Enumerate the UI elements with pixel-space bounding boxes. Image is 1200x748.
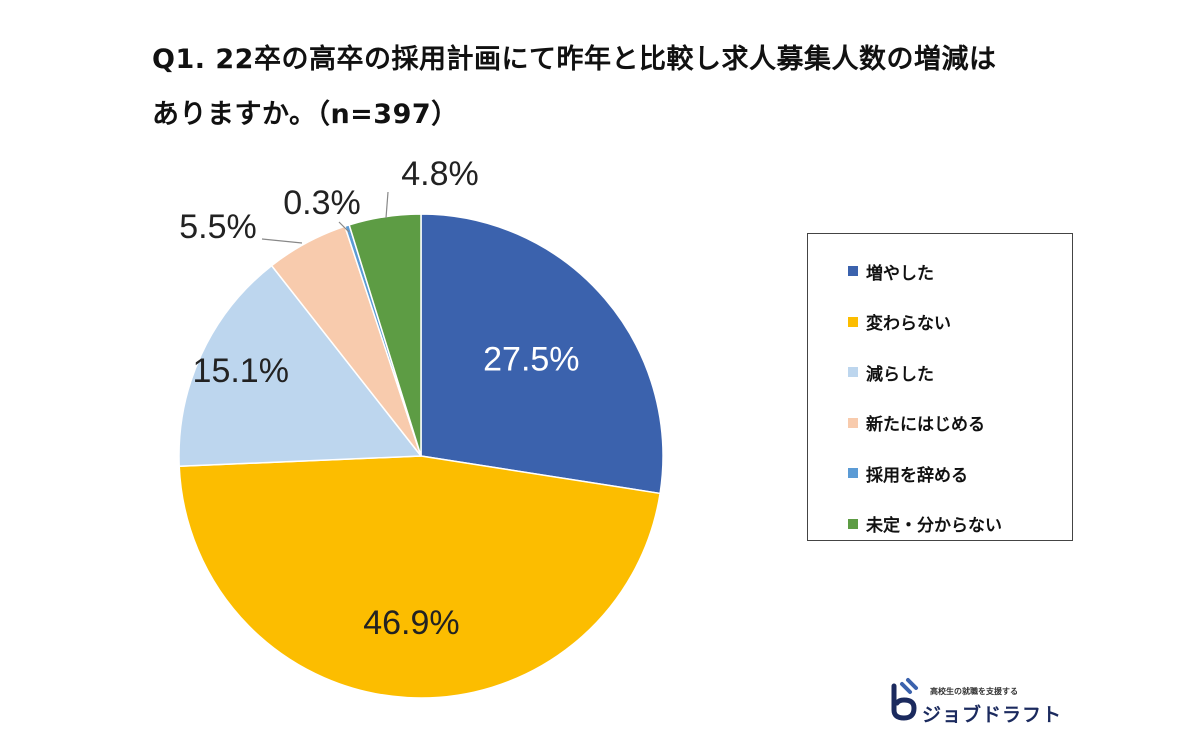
legend-label: 採用を辞める [866, 465, 968, 486]
legend-label: 未定・分からない [866, 516, 1002, 537]
job-draft-logo: 高校生の就職を支援する ジョブドラフト [880, 676, 1061, 726]
logo-name: ジョブドラフト [922, 704, 1063, 726]
legend-item: 新たにはじめる [848, 398, 1072, 449]
legend-swatch [848, 316, 858, 327]
leader-line [385, 191, 389, 219]
legend-label: 変わらない [866, 314, 951, 335]
legend-item: 変わらない [848, 297, 1072, 348]
legend-swatch [848, 367, 858, 378]
legend-label: 新たにはじめる [866, 415, 985, 436]
data-label: 5.5% [179, 208, 257, 246]
legend-item: 増やした [848, 246, 1072, 297]
pie-slice [420, 213, 664, 495]
legend-item: 採用を辞める [848, 448, 1072, 499]
leader-line [261, 238, 303, 244]
pie-slices [178, 213, 664, 699]
leader-line [338, 221, 350, 233]
chart-title-line-1: Q1. 22卒の高卒の採用計画にて昨年と比較し求人募集人数の増減は [152, 44, 997, 75]
legend-item: 減らした [848, 347, 1072, 398]
data-label: 46.9% [363, 604, 459, 642]
legend-swatch [848, 468, 858, 479]
data-labels: 27.5% 46.9% 15.1% 5.5% 0.3% 4.8% [179, 155, 579, 642]
legend: 増やした 変わらない 減らした 新たにはじめる 採用を辞める 未定・分からない [807, 233, 1073, 541]
legend-swatch [848, 266, 858, 277]
legend-swatch [848, 417, 858, 428]
data-label: 15.1% [193, 352, 289, 390]
leader-lines [261, 191, 389, 244]
data-label: 4.8% [401, 155, 479, 193]
logo-tagline: 高校生の就職を支援する [930, 687, 1018, 696]
data-label: 27.5% [483, 341, 579, 379]
legend-label: 増やした [866, 263, 934, 284]
legend-swatch [848, 518, 858, 529]
data-label: 0.3% [283, 184, 361, 222]
pie-slice [348, 213, 422, 457]
legend-item: 未定・分からない [848, 499, 1072, 550]
chart-title-line-2: ありますか。（n=397） [152, 99, 459, 130]
logo-mark-icon [891, 678, 918, 721]
pie-slice [178, 455, 661, 699]
legend-label: 減らした [866, 364, 934, 385]
pie-slice [178, 264, 423, 468]
chart-title: Q1. 22卒の高卒の採用計画にて昨年と比較し求人募集人数の増減は ありますか。… [152, 32, 1152, 142]
